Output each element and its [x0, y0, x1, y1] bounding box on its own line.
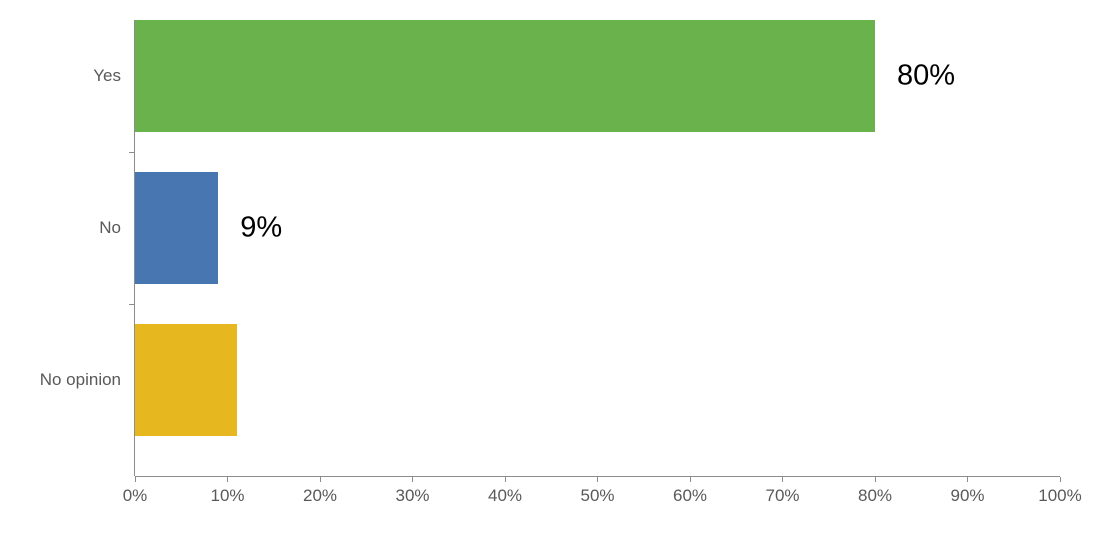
bar-no-opinion — [135, 324, 237, 436]
x-tick-label: 20% — [303, 486, 337, 506]
data-label: 9% — [240, 212, 282, 245]
survey-bar-chart: 0% 10% 20% 30% 40% 50% 60% 70% 80% 90% 100% Yes 80% N… — [0, 0, 1105, 536]
x-tick-label: 90% — [950, 486, 984, 506]
y-tick — [129, 304, 134, 305]
x-tick-label: 60% — [673, 486, 707, 506]
y-category-label: No — [99, 218, 121, 238]
x-tick — [227, 477, 228, 482]
x-tick — [135, 477, 136, 482]
x-tick-label: 50% — [580, 486, 614, 506]
x-tick — [412, 477, 413, 482]
x-tick — [967, 477, 968, 482]
x-tick-label: 70% — [765, 486, 799, 506]
x-tick — [597, 477, 598, 482]
x-tick-label: 30% — [395, 486, 429, 506]
x-tick — [320, 477, 321, 482]
x-tick-label: 10% — [210, 486, 244, 506]
x-tick — [1060, 477, 1061, 482]
data-label: 80% — [897, 60, 955, 93]
x-tick-label: 80% — [858, 486, 892, 506]
bar-yes — [135, 20, 875, 132]
x-tick-label: 40% — [488, 486, 522, 506]
plot-area: 0%10%20%30%40%50%60%70%80%90%100%Yes80%N… — [135, 20, 1060, 476]
x-tick — [782, 477, 783, 482]
x-tick-label: 100% — [1038, 486, 1081, 506]
y-category-label: No opinion — [40, 370, 121, 390]
y-category-label: Yes — [93, 66, 121, 86]
y-tick — [129, 152, 134, 153]
x-tick — [875, 477, 876, 482]
x-tick — [505, 477, 506, 482]
bar-no — [135, 172, 218, 284]
x-tick-label: 0% — [123, 486, 148, 506]
x-tick — [690, 477, 691, 482]
